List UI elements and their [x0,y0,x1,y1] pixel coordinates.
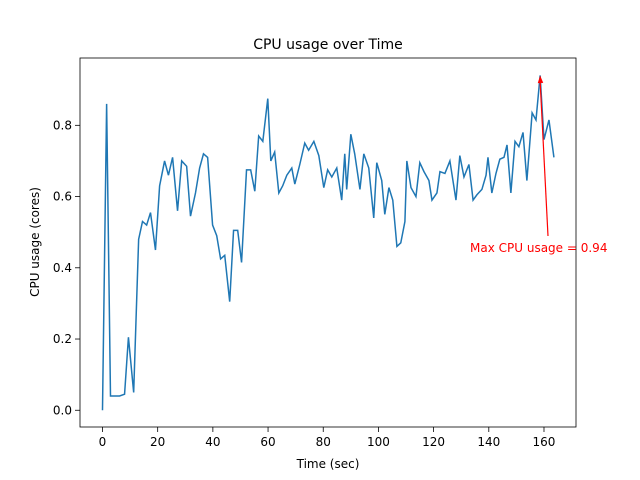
annotation: Max CPU usage = 0.94 [470,241,607,255]
x-tick-label: 120 [422,435,445,449]
x-tick-label: 160 [533,435,556,449]
annotation-arrow [539,81,549,237]
y-tick-label: 0.2 [53,332,72,346]
plot-frame [79,57,577,428]
x-tick-label: 100 [367,435,390,449]
x-tick-label: 20 [150,435,165,449]
line [101,75,555,411]
y-tick-label: 0.6 [53,190,72,204]
x-tick-label: 40 [205,435,220,449]
y-tick-label: 0.8 [53,118,72,132]
y-tick-label: 0.0 [53,403,72,417]
x-axis-label: Time (sec) [296,457,360,471]
x-tick-label: 0 [99,435,107,449]
chart-title: CPU usage over Time [253,37,403,53]
x-tick-label: 60 [260,435,275,449]
y-axis-label: CPU usage (cores) [28,187,42,297]
x-tick-label: 80 [316,435,331,449]
x-tick-label: 140 [477,435,500,449]
annotation-arrowhead [537,75,544,84]
y-tick-label: 0.4 [53,261,72,275]
